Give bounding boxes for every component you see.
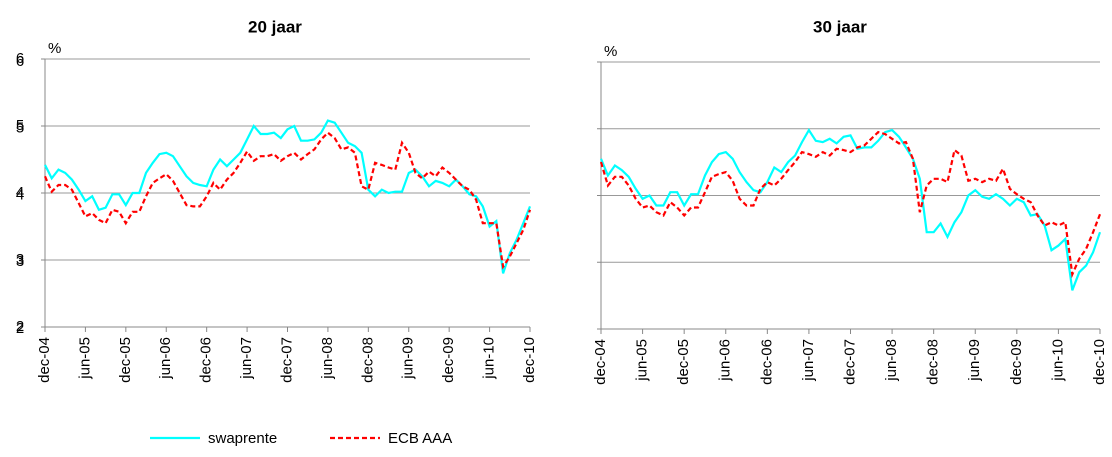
x-tick-label: jun-05 — [634, 339, 651, 382]
x-tick-label: jun-07 — [800, 339, 817, 382]
y-tick-label: 2 — [16, 318, 24, 335]
series-line — [43, 131, 532, 270]
x-tick-label: jun-06 — [717, 339, 734, 382]
x-tick-label: jun-08 — [319, 337, 336, 380]
x-tick-label: dec-08 — [359, 337, 376, 383]
y-axis-label: % — [604, 43, 617, 60]
x-tick-label: dec-06 — [198, 337, 215, 383]
x-tick-label: dec-05 — [675, 339, 692, 385]
x-tick-label: dec-08 — [925, 339, 942, 385]
y-axis-label: % — [48, 40, 61, 57]
x-tick-label: dec-09 — [440, 337, 457, 383]
x-tick-label: jun-09 — [400, 337, 417, 380]
x-tick-label: dec-09 — [1008, 339, 1025, 385]
y-tick-label: 5 — [16, 117, 24, 134]
x-tick-label: jun-06 — [157, 337, 174, 380]
x-tick-label: jun-10 — [1049, 339, 1066, 382]
chart-title: 20 jaar — [248, 17, 302, 36]
x-tick-label: dec-10 — [521, 337, 538, 383]
y-tick-label: 5 — [16, 120, 24, 137]
x-tick-label: jun-05 — [76, 337, 93, 380]
legend-label: swaprente — [208, 430, 277, 447]
x-tick-label: dec-07 — [278, 337, 295, 383]
y-tick-label: 3 — [16, 251, 24, 268]
x-tick-label: jun-09 — [966, 339, 983, 382]
series-line — [599, 127, 1102, 291]
chart-title: 30 jaar — [813, 17, 867, 36]
y-tick-label: 6 — [16, 50, 24, 67]
y-tick-label: 6 — [16, 53, 24, 70]
legend-label: ECB AAA — [388, 430, 452, 447]
x-tick-label: dec-06 — [758, 339, 775, 385]
x-tick-label: dec-10 — [1091, 339, 1108, 385]
x-tick-label: dec-04 — [36, 337, 53, 383]
x-tick-label: jun-10 — [481, 337, 498, 380]
x-tick-label: jun-07 — [238, 337, 255, 380]
y-tick-label: 4 — [16, 186, 24, 203]
y-tick-label: 2 — [16, 320, 24, 337]
y-tick-label: 3 — [16, 253, 24, 270]
x-tick-label: dec-05 — [117, 337, 134, 383]
x-tick-label: dec-04 — [592, 339, 609, 385]
series-line — [599, 130, 1102, 279]
x-tick-label: dec-07 — [841, 339, 858, 385]
x-tick-label: jun-08 — [883, 339, 900, 382]
series-line — [44, 119, 532, 274]
y-tick-label: 4 — [16, 184, 24, 201]
